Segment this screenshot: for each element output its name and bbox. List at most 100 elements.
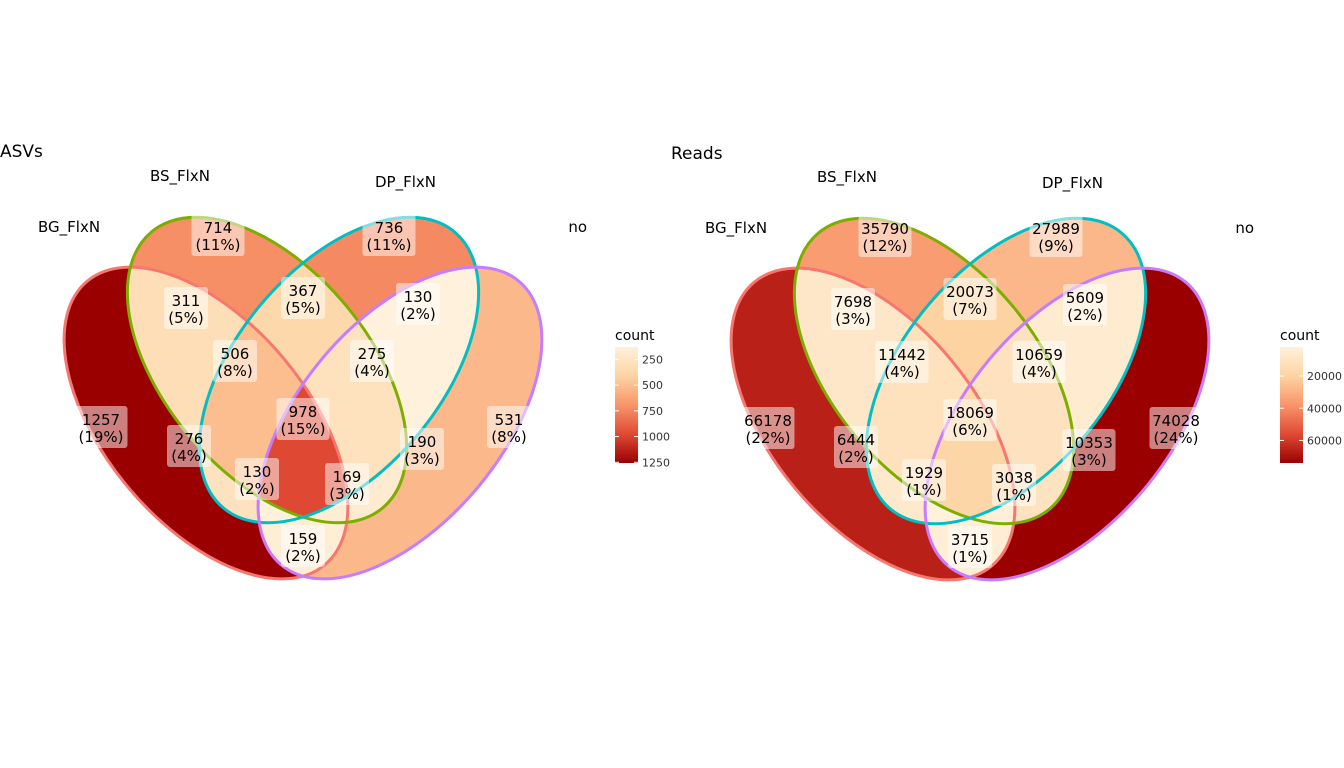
- region-percent: (2%): [400, 305, 436, 323]
- region-count: 130: [404, 288, 433, 306]
- region-count: 20073: [946, 283, 994, 301]
- set-outline-bg_flxn: [729, 266, 1017, 582]
- region-percent: (12%): [862, 237, 907, 255]
- region-count: 1257: [82, 411, 120, 429]
- set-label-dp_flxn: DP_FlxN: [375, 173, 436, 192]
- region-label-bg: [325, 463, 369, 505]
- region-label-bg: [400, 428, 444, 470]
- region-count: 27989: [1032, 220, 1080, 238]
- region-count: 276: [175, 430, 204, 448]
- region-percent: (2%): [838, 448, 874, 466]
- region-percent: (8%): [491, 428, 527, 446]
- region-label-bg: [902, 459, 946, 501]
- region-label-bg: [1062, 429, 1116, 471]
- region-label-bg: [276, 398, 330, 440]
- region-label-bg: [1029, 215, 1083, 257]
- panel-title: ASVs: [0, 142, 43, 162]
- count-legend: count 20000 40000 60000: [1280, 328, 1342, 463]
- region-percent: (1%): [996, 486, 1032, 504]
- legend-title: count: [615, 328, 655, 344]
- region-percent: (1%): [906, 481, 942, 499]
- region-percent: (9%): [1038, 237, 1074, 255]
- region-label-bg: [875, 341, 929, 383]
- region-count: 11442: [878, 346, 926, 364]
- region-percent: (8%): [217, 362, 253, 380]
- region-label-bg: [281, 525, 325, 567]
- count-legend: count 250 500 750 1000 1250: [615, 328, 670, 469]
- region-label-bg: [943, 399, 997, 441]
- legend-tick-label: 40000: [1307, 402, 1342, 415]
- region-label-bg: [167, 425, 211, 467]
- legend-tick-label: 60000: [1307, 434, 1342, 447]
- region-count: 18069: [946, 404, 994, 422]
- set-outline-no: [256, 265, 544, 581]
- set-label-bs_flxn: BS_FlxN: [150, 167, 210, 186]
- region-label-bg: [350, 340, 394, 382]
- region-label-bg: [831, 288, 875, 330]
- region-count: 506: [221, 345, 250, 363]
- region-count: 159: [289, 530, 318, 548]
- region-percent: (22%): [745, 429, 790, 447]
- region-percent: (6%): [952, 421, 988, 439]
- region-percent: (4%): [171, 447, 207, 465]
- panel-title: Reads: [671, 144, 723, 164]
- region-label-bg: [834, 426, 878, 468]
- region-count: 169: [333, 468, 362, 486]
- set-label-bg_flxn: BG_FlxN: [705, 219, 767, 238]
- region-percent: (2%): [285, 547, 321, 565]
- legend-tick-label: 250: [642, 353, 663, 366]
- region-percent: (11%): [366, 236, 411, 254]
- region-label-bg: [487, 406, 531, 448]
- region-count: 531: [495, 411, 524, 429]
- region-label-bg: [943, 278, 997, 320]
- set-outline-no: [923, 266, 1211, 582]
- region-percent: (15%): [280, 420, 325, 438]
- set-label-dp_flxn: DP_FlxN: [1042, 174, 1103, 193]
- region-count: 130: [243, 463, 272, 481]
- region-percent: (5%): [168, 309, 204, 327]
- set-label-no: no: [568, 218, 587, 236]
- region-percent: (4%): [1021, 363, 1057, 381]
- region-count: 978: [289, 403, 318, 421]
- legend-tick-label: 1000: [642, 431, 670, 444]
- region-label-bg: [164, 287, 208, 329]
- legend-tick-label: 750: [642, 405, 663, 418]
- region-percent: (1%): [952, 548, 988, 566]
- legend-title: count: [1280, 328, 1320, 344]
- region-percent: (3%): [835, 310, 871, 328]
- region-count: 66178: [744, 412, 792, 430]
- region-label-bg: [191, 214, 245, 256]
- region-label-bg: [1063, 284, 1107, 326]
- region-count: 3038: [995, 469, 1033, 487]
- region-label-bg: [1012, 341, 1066, 383]
- region-percent: (3%): [329, 485, 365, 503]
- region-percent: (3%): [1071, 451, 1107, 469]
- legend-tick-label: 20000: [1307, 370, 1342, 383]
- region-count: 5609: [1066, 289, 1104, 307]
- region-percent: (3%): [404, 450, 440, 468]
- region-percent: (11%): [195, 236, 240, 254]
- region-label-bg: [1149, 407, 1203, 449]
- region-count: 10659: [1015, 346, 1063, 364]
- region-count: 3715: [951, 531, 989, 549]
- region-count: 6444: [837, 431, 875, 449]
- region-count: 1929: [905, 464, 943, 482]
- region-label-bg: [281, 277, 325, 319]
- set-label-no: no: [1235, 219, 1254, 237]
- region-count: 311: [172, 292, 201, 310]
- region-count: 10353: [1065, 434, 1113, 452]
- region-percent: (2%): [1067, 306, 1103, 324]
- set-label-bg_flxn: BG_FlxN: [38, 218, 100, 237]
- region-count: 74028: [1152, 412, 1200, 430]
- set-label-bs_flxn: BS_FlxN: [817, 168, 877, 187]
- region-count: 736: [375, 219, 404, 237]
- region-percent: (4%): [354, 362, 390, 380]
- set-outline-bg_flxn: [62, 265, 350, 581]
- region-label-bg: [741, 407, 795, 449]
- region-count: 190: [408, 433, 437, 451]
- region-label-bg: [948, 526, 992, 568]
- region-percent: (2%): [239, 480, 275, 498]
- region-label-bg: [858, 215, 912, 257]
